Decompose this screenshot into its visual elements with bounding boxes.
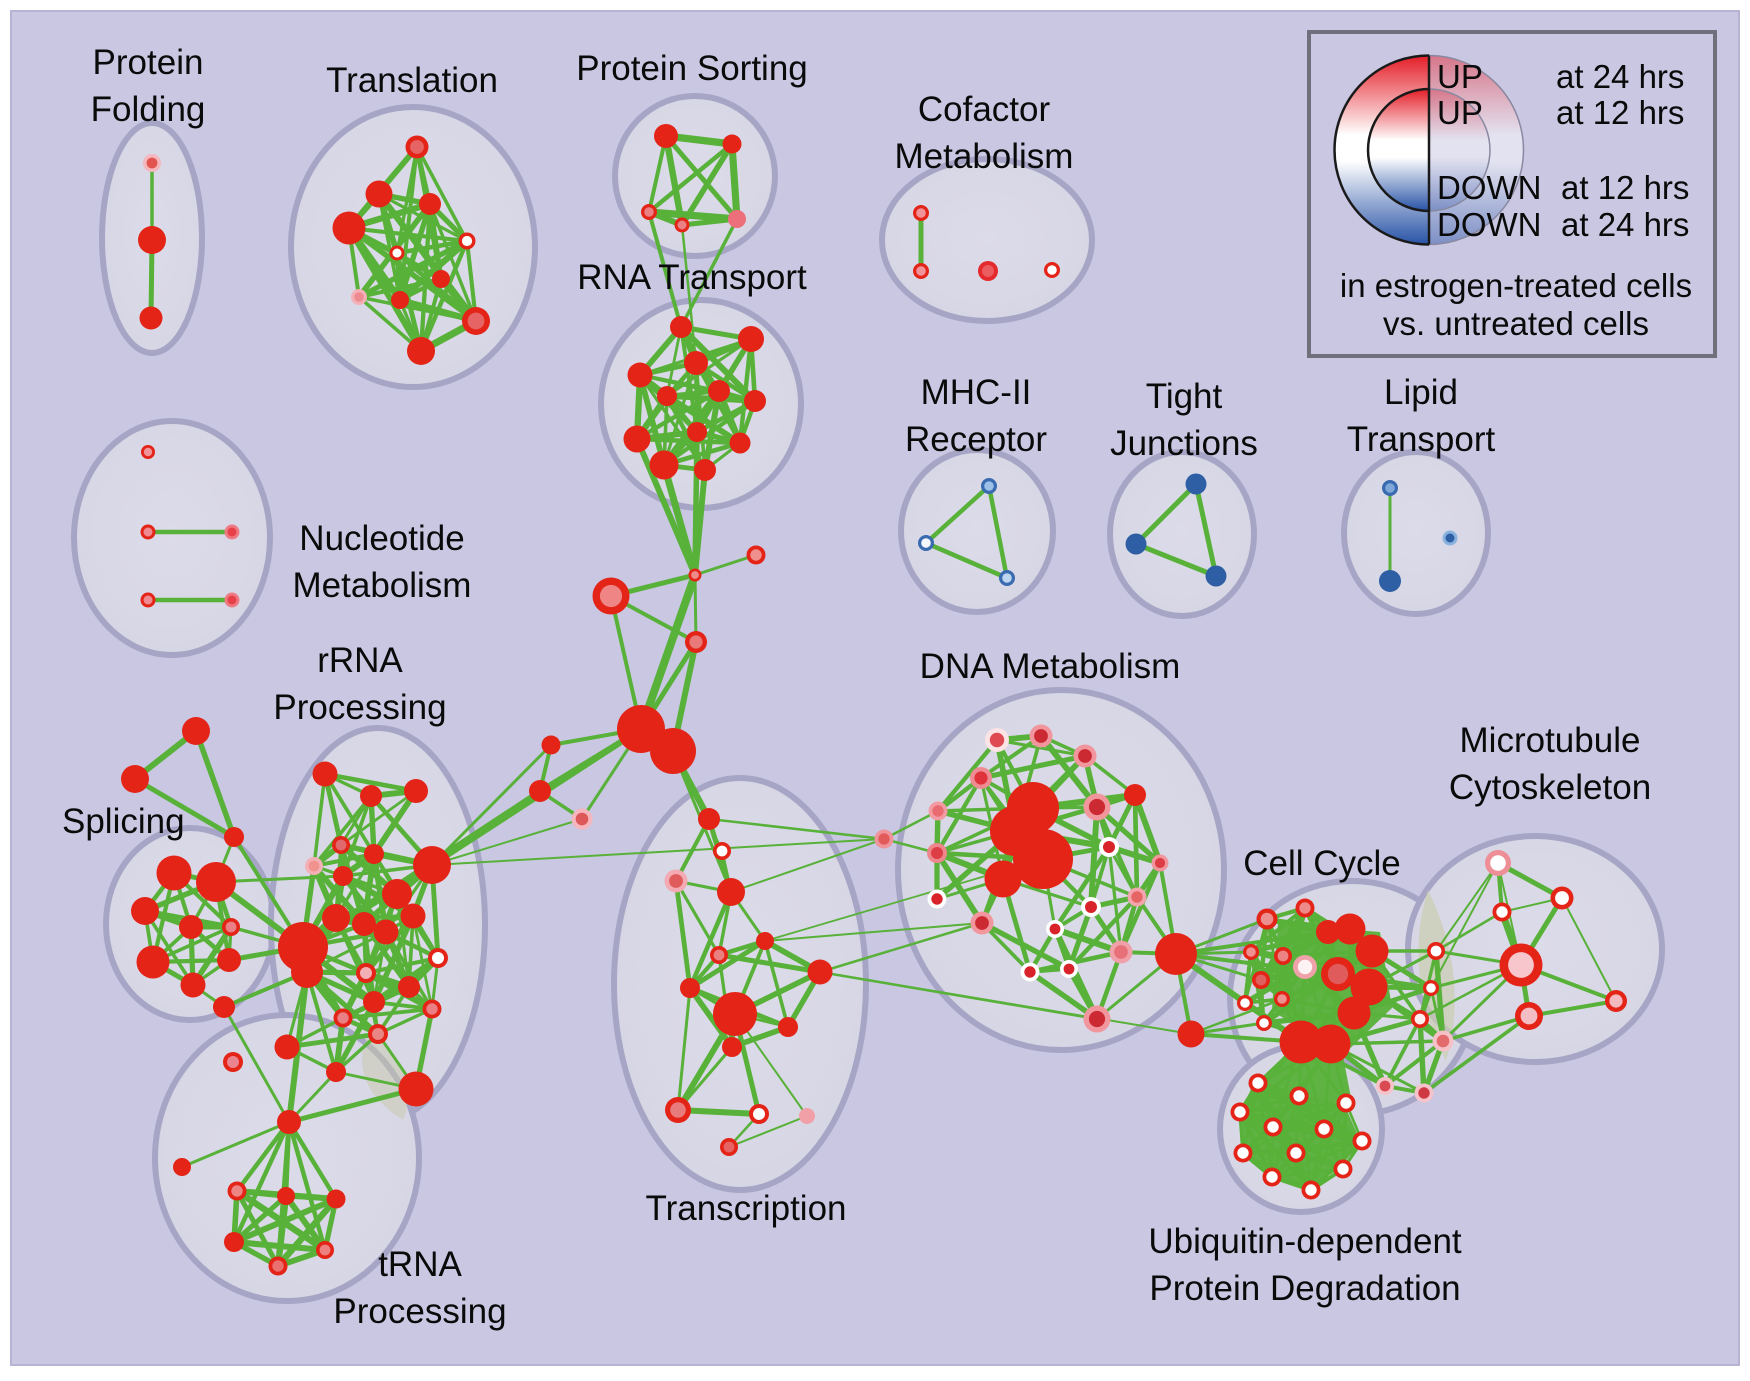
svg-text:Metabolism: Metabolism: [293, 566, 472, 605]
svg-text:Protein Sorting: Protein Sorting: [576, 49, 808, 88]
svg-text:Transport: Transport: [1347, 420, 1496, 459]
svg-text:Transcription: Transcription: [646, 1189, 847, 1228]
svg-text:Protein: Protein: [93, 43, 204, 82]
svg-text:Receptor: Receptor: [905, 420, 1047, 459]
svg-text:UP: UP: [1437, 58, 1483, 95]
svg-text:Junctions: Junctions: [1110, 424, 1258, 463]
svg-text:vs. untreated cells: vs. untreated cells: [1383, 305, 1649, 342]
svg-text:at 24 hrs: at 24 hrs: [1561, 206, 1689, 243]
svg-text:Metabolism: Metabolism: [895, 137, 1074, 176]
svg-text:Microtubule: Microtubule: [1460, 721, 1641, 760]
svg-text:tRNA: tRNA: [378, 1245, 462, 1284]
svg-text:Translation: Translation: [326, 61, 498, 100]
svg-text:Cytoskeleton: Cytoskeleton: [1449, 768, 1651, 807]
svg-text:Splicing: Splicing: [62, 802, 185, 841]
svg-text:Cofactor: Cofactor: [918, 90, 1051, 129]
svg-text:at 12 hrs: at 12 hrs: [1561, 169, 1689, 206]
svg-text:Tight: Tight: [1146, 377, 1223, 416]
svg-text:Processing: Processing: [273, 688, 446, 727]
svg-text:Nucleotide: Nucleotide: [299, 519, 464, 558]
svg-text:DOWN: DOWN: [1437, 206, 1541, 243]
svg-text:Processing: Processing: [333, 1292, 506, 1331]
svg-text:UP: UP: [1437, 94, 1483, 131]
svg-text:Cell Cycle: Cell Cycle: [1243, 844, 1401, 883]
svg-text:RNA Transport: RNA Transport: [577, 258, 807, 297]
svg-text:DOWN: DOWN: [1437, 169, 1541, 206]
svg-text:Folding: Folding: [91, 90, 206, 129]
svg-text:MHC-II: MHC-II: [921, 373, 1032, 412]
svg-text:rRNA: rRNA: [317, 641, 403, 680]
svg-text:DNA Metabolism: DNA Metabolism: [920, 647, 1181, 686]
svg-text:at 24 hrs: at 24 hrs: [1556, 58, 1684, 95]
svg-text:Lipid: Lipid: [1384, 373, 1458, 412]
svg-text:Protein Degradation: Protein Degradation: [1149, 1269, 1460, 1308]
svg-text:in estrogen-treated cells: in estrogen-treated cells: [1340, 267, 1692, 304]
svg-text:at 12 hrs: at 12 hrs: [1556, 94, 1684, 131]
svg-text:Ubiquitin-dependent: Ubiquitin-dependent: [1148, 1222, 1462, 1261]
